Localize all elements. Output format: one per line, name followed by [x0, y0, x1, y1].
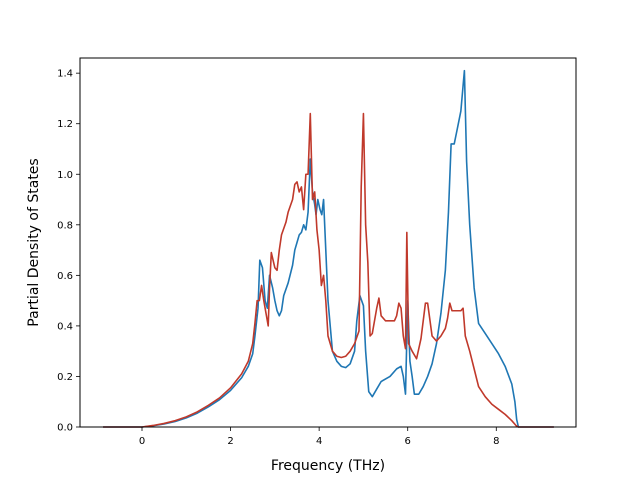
x-axis-label: Frequency (THz)	[271, 458, 385, 474]
y-tick-label: 1.2	[57, 119, 73, 130]
x-tick-label: 4	[316, 436, 322, 447]
series-line-1	[103, 69, 554, 428]
y-tick-label: 0.0	[57, 423, 73, 434]
y-axis-ticks: 0.0 0.2 0.4 0.6 0.8 1.0 1.2 1.4	[57, 69, 80, 434]
x-axis-ticks: 0 2 4 6 8	[139, 427, 499, 447]
y-tick-label: 0.2	[57, 372, 73, 383]
y-tick-label: 1.0	[57, 170, 73, 181]
series-lines	[103, 69, 554, 428]
y-tick-label: 1.4	[57, 69, 73, 80]
x-tick-label: 2	[227, 436, 233, 447]
y-axis-label: Partial Density of States	[26, 158, 42, 326]
y-tick-label: 0.4	[57, 321, 73, 332]
plot-frame	[79, 57, 577, 428]
x-tick-label: 8	[493, 436, 499, 447]
series-line-2	[103, 112, 554, 428]
x-tick-label: 6	[405, 436, 411, 447]
y-tick-label: 0.8	[57, 220, 73, 231]
y-tick-label: 0.6	[57, 271, 73, 282]
x-tick-label: 0	[139, 436, 145, 447]
